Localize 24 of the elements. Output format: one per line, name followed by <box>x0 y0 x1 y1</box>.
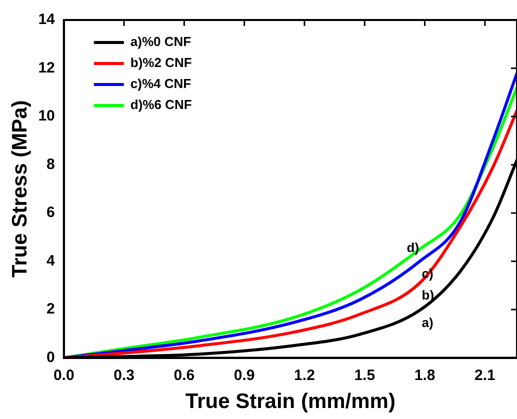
x-tick-label: 0.0 <box>53 366 74 384</box>
x-tick-label: 0.6 <box>174 366 195 384</box>
legend-label: b)%2 CNF <box>130 55 192 70</box>
x-tick-label: 1.2 <box>294 366 315 384</box>
x-tick-label: 0.9 <box>234 366 255 384</box>
annotation: a) <box>422 314 434 330</box>
y-tick-label: 10 <box>38 108 55 125</box>
y-tick-label: 12 <box>38 59 55 76</box>
legend-label: d)%6 CNF <box>130 97 192 112</box>
legend-label: c)%4 CNF <box>130 76 192 92</box>
legend-label: a)%0 CNF <box>130 34 192 50</box>
y-tick-label: 2 <box>46 300 55 318</box>
x-axis-title: True Strain (mm/mm) <box>185 390 396 414</box>
y-tick-label: 0 <box>46 348 55 366</box>
x-tick-label: 2.1 <box>474 366 496 384</box>
x-tick-label: 1.8 <box>414 366 436 384</box>
y-axis-title: True Stress (MPa) <box>8 100 32 278</box>
y-tick-label: 4 <box>46 252 56 270</box>
y-tick-label: 6 <box>46 204 55 222</box>
x-tick-label: 0.3 <box>114 366 134 384</box>
y-tick-label: 14 <box>38 11 56 28</box>
y-tick-label: 8 <box>46 156 55 173</box>
x-tick-label: 1.5 <box>354 366 376 384</box>
annotation: d) <box>406 240 420 255</box>
